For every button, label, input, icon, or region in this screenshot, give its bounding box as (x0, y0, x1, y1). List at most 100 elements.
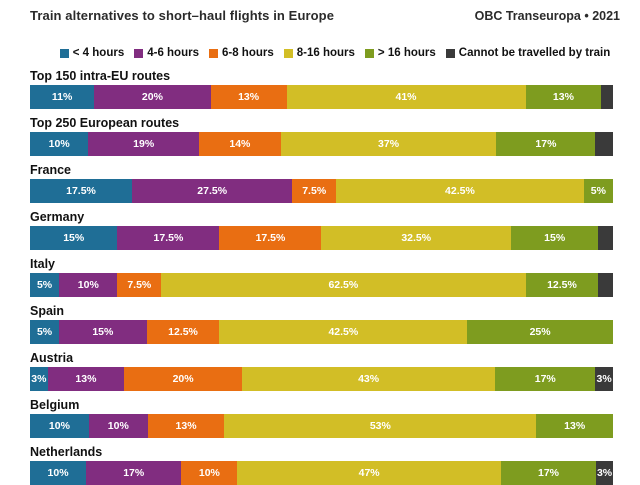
legend-swatch-icon (208, 48, 218, 58)
legend-label: > 16 hours (377, 47, 436, 59)
source-attribution: OBC Transeuropa • 2021 (474, 9, 620, 23)
category-label: Germany (30, 210, 85, 224)
bar-segment: 10% (181, 461, 238, 485)
bar-segment: 5% (30, 273, 60, 297)
bar-segment: 13% (147, 414, 225, 438)
bar-segment: 10% (59, 273, 118, 297)
legend-swatch-icon (364, 48, 374, 58)
legend-label: Cannot be travelled by train (458, 47, 611, 59)
bar-row: Italy 5% 10% 7.5% 62.5% 12.5% (30, 257, 613, 297)
bar-segment: 3% (595, 367, 613, 391)
bar-segment: 47% (237, 461, 501, 485)
bar-segment: 3% (30, 367, 48, 391)
bar-segment: 14% (199, 132, 281, 156)
chart: Top 150 intra-EU routes 11% 20% 13% 41% 13% To… (30, 69, 613, 485)
bar-segment (598, 273, 613, 297)
legend-item: > 16 hours (364, 47, 436, 59)
bar-segment: 17% (496, 132, 596, 156)
legend-label: 6-8 hours (221, 47, 274, 59)
stacked-bar: 10% 19% 14% 37% 17% (30, 132, 613, 156)
bar-segment (598, 226, 613, 250)
bar-segment: 27.5% (132, 179, 293, 203)
bar-segment: 15% (59, 320, 147, 344)
legend-swatch-icon (134, 48, 144, 58)
bar-segment: 17.5% (30, 179, 133, 203)
bar-row: Top 250 European routes 10% 19% 14% 37% 17% (30, 116, 613, 156)
stacked-bar: 17.5% 27.5% 7.5% 42.5% 5% (30, 179, 613, 203)
category-label: Netherlands (30, 445, 103, 459)
bar-row: Netherlands 10% 17% 10% 47% 17% 3% (30, 445, 613, 485)
bar-segment: 17% (495, 367, 596, 391)
bar-segment: 12.5% (525, 273, 599, 297)
legend-item: < 4 hours (59, 47, 125, 59)
bar-segment: 43% (241, 367, 496, 391)
legend-item: Cannot be travelled by train (445, 47, 611, 59)
bar-segment: 10% (30, 461, 87, 485)
legend-item: 4-6 hours (134, 47, 199, 59)
bar-segment: 37% (280, 132, 497, 156)
bar-segment: 32.5% (321, 226, 511, 250)
bar-segment: 17% (86, 461, 182, 485)
bar-row: Germany 15% 17.5% 17.5% 32.5% 15% (30, 210, 613, 250)
bar-segment: 62.5% (161, 273, 526, 297)
legend-swatch-icon (445, 48, 455, 58)
legend-swatch-icon (59, 48, 69, 58)
bar-segment: 41% (286, 85, 526, 109)
legend: < 4 hours 4-6 hours 6-8 hours 8-16 hours > 1… (0, 47, 640, 59)
stacked-bar: 10% 10% 13% 53% 13% (30, 414, 613, 438)
bar-segment: 10% (88, 414, 148, 438)
bar-segment: 13% (210, 85, 287, 109)
category-label: Austria (30, 351, 74, 365)
bar-segment: 10% (30, 132, 89, 156)
bar-segment: 12.5% (146, 320, 220, 344)
stacked-bar: 5% 15% 12.5% 42.5% 25% (30, 320, 613, 344)
stacked-bar: 3% 13% 20% 43% 17% 3% (30, 367, 613, 391)
legend-swatch-icon (283, 48, 293, 58)
bar-segment: 20% (94, 85, 211, 109)
bar-segment: 15% (510, 226, 599, 250)
bar-segment: 5% (583, 179, 613, 203)
bar-segment: 17% (500, 461, 597, 485)
legend-item: 8-16 hours (283, 47, 355, 59)
category-label: Top 150 intra-EU routes (30, 69, 171, 83)
bar-row: Top 150 intra-EU routes 11% 20% 13% 41% 13% (30, 69, 613, 109)
bar-segment: 25% (467, 320, 613, 344)
stacked-bar: 11% 20% 13% 41% 13% (30, 85, 613, 109)
bar-segment: 13% (525, 85, 602, 109)
stacked-bar: 5% 10% 7.5% 62.5% 12.5% (30, 273, 613, 297)
bar-segment: 17.5% (117, 226, 220, 250)
bar-segment: 13% (536, 414, 613, 438)
stacked-bar: 10% 17% 10% 47% 17% 3% (30, 461, 613, 485)
legend-item: 6-8 hours (208, 47, 274, 59)
bar-row: Spain 5% 15% 12.5% 42.5% 25% (30, 304, 613, 344)
bar-segment: 7.5% (292, 179, 337, 203)
category-label: France (30, 163, 71, 177)
bar-segment: 15% (30, 226, 118, 250)
bar-segment: 10% (30, 414, 89, 438)
bar-segment: 7.5% (117, 273, 162, 297)
bar-segment: 5% (30, 320, 60, 344)
bar-segment (601, 85, 613, 109)
page-title: Train alternatives to short–haul flights… (30, 8, 335, 23)
legend-label: 8-16 hours (296, 47, 355, 59)
bar-segment: 42.5% (336, 179, 584, 203)
bar-segment: 11% (30, 85, 95, 109)
bar-segment (595, 132, 613, 156)
bar-row: France 17.5% 27.5% 7.5% 42.5% 5% (30, 163, 613, 203)
bar-segment: 42.5% (219, 320, 468, 344)
bar-segment: 13% (47, 367, 125, 391)
bar-segment: 53% (224, 414, 537, 438)
bar-segment: 17.5% (219, 226, 322, 250)
bar-segment: 3% (596, 461, 613, 485)
category-label: Top 250 European routes (30, 116, 180, 130)
category-label: Belgium (30, 398, 80, 412)
category-label: Italy (30, 257, 56, 271)
category-label: Spain (30, 304, 65, 318)
bar-row: Austria 3% 13% 20% 43% 17% 3% (30, 351, 613, 391)
legend-label: < 4 hours (72, 47, 125, 59)
bar-segment: 19% (88, 132, 200, 156)
legend-label: 4-6 hours (147, 47, 199, 59)
bar-row: Belgium 10% 10% 13% 53% 13% (30, 398, 613, 438)
stacked-bar: 15% 17.5% 17.5% 32.5% 15% (30, 226, 613, 250)
